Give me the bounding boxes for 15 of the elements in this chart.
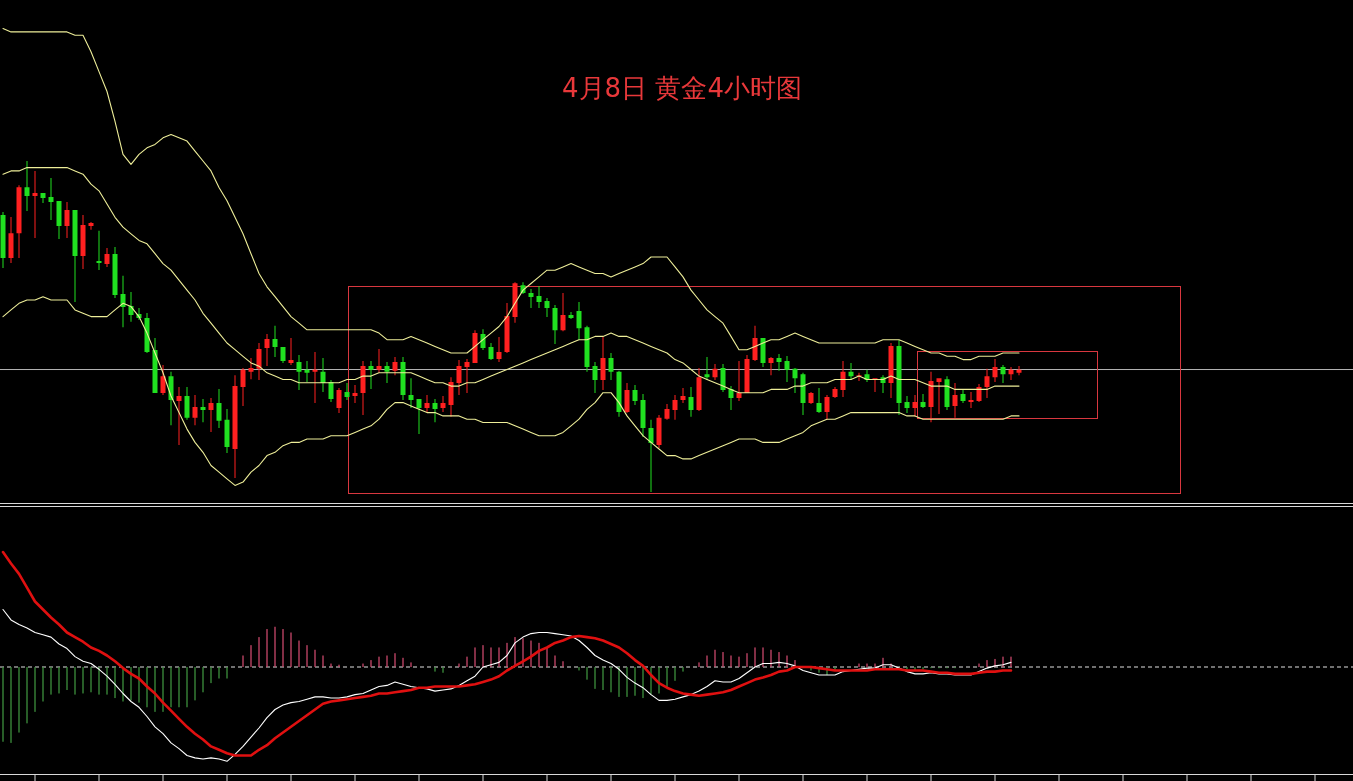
candlestick [736,360,742,401]
candlestick [528,289,534,308]
candlestick [968,392,974,408]
candlestick [32,170,38,239]
candlestick [464,358,470,394]
candlestick [352,385,358,403]
candlestick [304,360,310,383]
chart-title: 4月8日 黄金4小时图 [562,73,802,103]
candlestick [48,177,54,220]
candlestick [288,338,294,365]
candlestick [96,230,102,270]
candlestick [176,387,182,445]
candlestick [312,351,318,403]
candlestick [200,398,206,423]
candlestick [208,398,214,433]
